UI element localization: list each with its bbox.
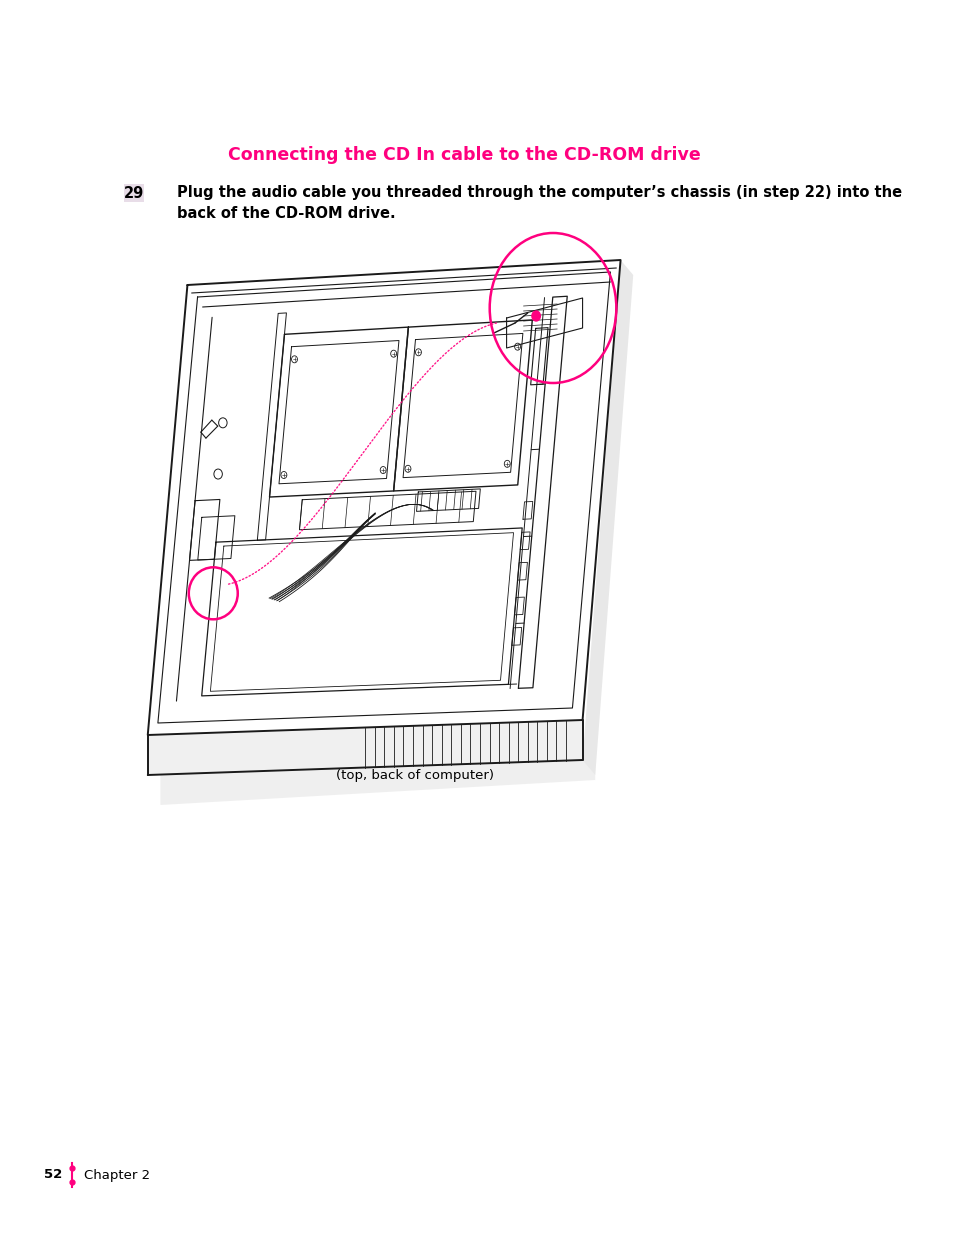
Text: Chapter 2: Chapter 2 [85, 1168, 151, 1182]
Polygon shape [148, 720, 582, 776]
Text: 52: 52 [44, 1168, 62, 1182]
Text: Connecting the CD In cable to the CD-ROM drive: Connecting the CD In cable to the CD-ROM… [228, 146, 700, 164]
Polygon shape [160, 740, 595, 805]
Text: 29: 29 [124, 185, 144, 200]
Text: (top, back of computer): (top, back of computer) [336, 768, 494, 782]
Polygon shape [148, 261, 619, 735]
FancyBboxPatch shape [124, 184, 144, 203]
Polygon shape [582, 261, 633, 776]
Text: back of the CD-ROM drive.: back of the CD-ROM drive. [177, 205, 395, 221]
Circle shape [532, 311, 539, 321]
Text: Plug the audio cable you threaded through the computer’s chassis (in step 22) in: Plug the audio cable you threaded throug… [177, 185, 902, 200]
